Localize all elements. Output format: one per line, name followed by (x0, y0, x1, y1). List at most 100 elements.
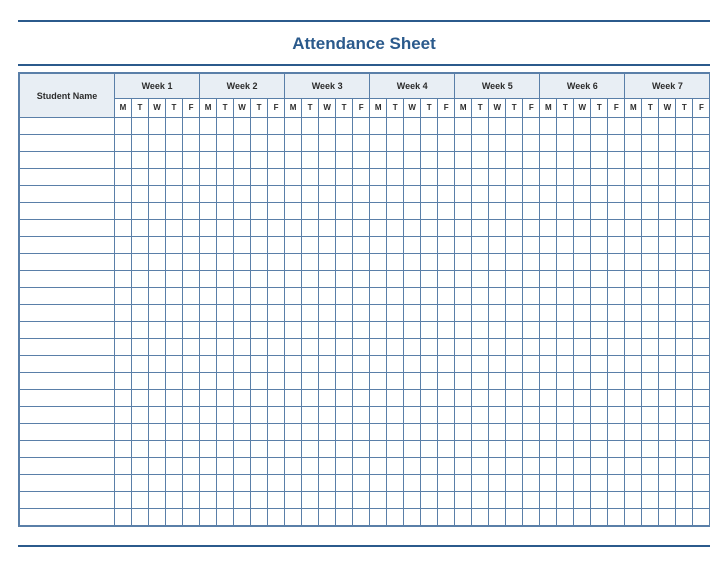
attendance-cell (319, 271, 336, 288)
attendance-cell (421, 203, 438, 220)
student-name-cell (20, 186, 115, 203)
day-header: M (115, 99, 132, 118)
attendance-cell (166, 237, 183, 254)
attendance-cell (625, 237, 642, 254)
attendance-cell (302, 271, 319, 288)
attendance-cell (557, 152, 574, 169)
attendance-cell (693, 220, 710, 237)
attendance-cell (166, 339, 183, 356)
attendance-cell (540, 305, 557, 322)
attendance-cell (438, 441, 455, 458)
attendance-cell (540, 220, 557, 237)
attendance-cell (489, 186, 506, 203)
attendance-cell (183, 288, 200, 305)
attendance-cell (251, 339, 268, 356)
attendance-cell (370, 509, 387, 526)
attendance-cell (353, 135, 370, 152)
attendance-cell (166, 407, 183, 424)
attendance-cell (523, 254, 540, 271)
day-header: T (166, 99, 183, 118)
attendance-cell (625, 475, 642, 492)
attendance-cell (183, 458, 200, 475)
attendance-cell (217, 220, 234, 237)
attendance-cell (370, 305, 387, 322)
attendance-cell (285, 305, 302, 322)
attendance-cell (438, 458, 455, 475)
attendance-cell (234, 407, 251, 424)
attendance-cell (200, 186, 217, 203)
attendance-cell (506, 169, 523, 186)
attendance-cell (370, 441, 387, 458)
attendance-cell (268, 390, 285, 407)
attendance-cell (591, 152, 608, 169)
attendance-cell (217, 373, 234, 390)
table-row (20, 254, 710, 271)
attendance-cell (608, 305, 625, 322)
attendance-cell (523, 373, 540, 390)
attendance-cell (115, 271, 132, 288)
attendance-cell (166, 492, 183, 509)
attendance-cell (591, 203, 608, 220)
attendance-cell (693, 458, 710, 475)
attendance-cell (455, 390, 472, 407)
attendance-cell (302, 220, 319, 237)
day-header: T (302, 99, 319, 118)
student-name-cell (20, 271, 115, 288)
day-header: F (693, 99, 710, 118)
attendance-cell (540, 254, 557, 271)
attendance-cell (183, 135, 200, 152)
attendance-cell (387, 339, 404, 356)
day-header: F (183, 99, 200, 118)
attendance-cell (217, 441, 234, 458)
attendance-cell (387, 288, 404, 305)
attendance-cell (574, 407, 591, 424)
attendance-cell (455, 254, 472, 271)
attendance-cell (489, 169, 506, 186)
attendance-cell (370, 118, 387, 135)
attendance-cell (319, 203, 336, 220)
day-header: W (149, 99, 166, 118)
attendance-cell (625, 407, 642, 424)
attendance-cell (591, 458, 608, 475)
attendance-cell (302, 169, 319, 186)
attendance-cell (302, 390, 319, 407)
attendance-cell (387, 271, 404, 288)
attendance-cell (319, 186, 336, 203)
attendance-cell (200, 254, 217, 271)
attendance-cell (659, 339, 676, 356)
attendance-cell (166, 203, 183, 220)
attendance-cell (455, 305, 472, 322)
attendance-cell (234, 492, 251, 509)
attendance-cell (489, 390, 506, 407)
attendance-cell (693, 288, 710, 305)
student-name-header: Student Name (20, 74, 115, 118)
attendance-cell (217, 475, 234, 492)
attendance-cell (591, 475, 608, 492)
attendance-cell (659, 203, 676, 220)
attendance-cell (370, 356, 387, 373)
day-header: T (642, 99, 659, 118)
attendance-cell (676, 475, 693, 492)
attendance-cell (132, 407, 149, 424)
attendance-cell (370, 220, 387, 237)
attendance-cell (642, 186, 659, 203)
table-row (20, 475, 710, 492)
attendance-cell (115, 475, 132, 492)
attendance-cell (302, 475, 319, 492)
attendance-cell (183, 322, 200, 339)
attendance-cell (659, 390, 676, 407)
attendance-cell (115, 492, 132, 509)
attendance-cell (642, 424, 659, 441)
attendance-cell (353, 492, 370, 509)
attendance-cell (336, 390, 353, 407)
attendance-cell (285, 458, 302, 475)
attendance-cell (319, 305, 336, 322)
table-row (20, 356, 710, 373)
attendance-cell (455, 492, 472, 509)
attendance-cell (438, 271, 455, 288)
attendance-cell (676, 135, 693, 152)
attendance-cell (302, 305, 319, 322)
attendance-cell (234, 135, 251, 152)
attendance-cell (115, 288, 132, 305)
attendance-cell (336, 373, 353, 390)
